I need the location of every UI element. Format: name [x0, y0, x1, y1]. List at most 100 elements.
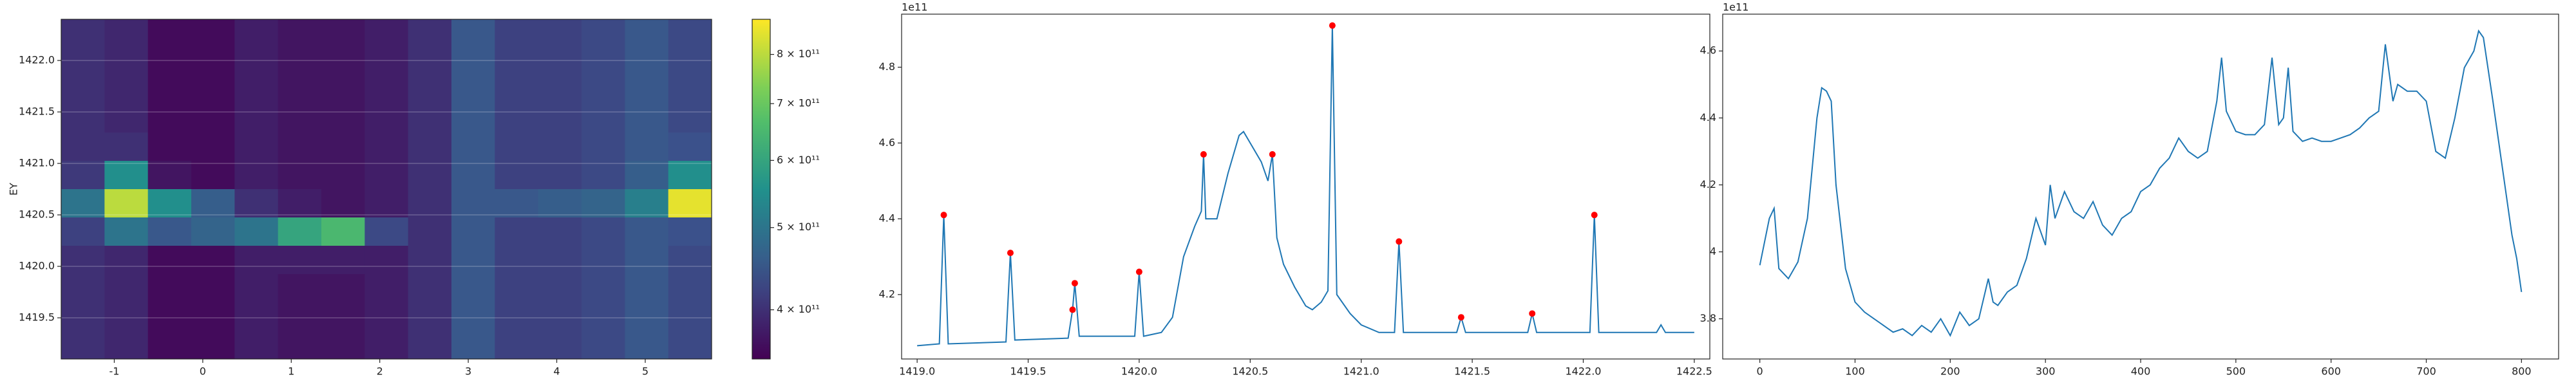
heatmap-cell: [234, 19, 279, 48]
heatmap-cell: [582, 161, 625, 190]
heatmap-cell: [234, 76, 279, 105]
heatmap-cell: [625, 104, 669, 133]
heatmap-cell: [408, 331, 452, 360]
heatmap-cell: [278, 19, 322, 48]
heatmap-cell: [582, 217, 625, 246]
heatmap-cell: [61, 246, 105, 275]
peak-marker: [1200, 151, 1207, 158]
heatmap-cell: [191, 19, 235, 48]
y-axis-label: EY: [8, 183, 20, 196]
heatmap-cell: [625, 246, 669, 275]
y-tick-label: 4.2: [879, 288, 895, 300]
heatmap-cell: [61, 133, 105, 161]
heatmap-cell: [147, 302, 192, 331]
heatmap-cell: [234, 331, 279, 360]
x-tick-label: 200: [1940, 365, 1960, 378]
heatmap-cell: [191, 246, 235, 275]
heatmap-cell: [365, 274, 409, 303]
heatmap-cell: [321, 161, 365, 190]
axis-offset-label: 1e11: [1723, 1, 1748, 14]
axis-offset-label: 1e11: [902, 1, 927, 14]
heatmap-cell: [147, 274, 192, 303]
heatmap-cell: [538, 76, 582, 105]
heatmap-cell: [495, 76, 539, 105]
colorbar-tick-label: 8 × 10¹¹: [777, 48, 820, 60]
heatmap-cell: [104, 104, 149, 133]
heatmap-cell: [451, 274, 495, 303]
x-tick-label: 1422.5: [1676, 365, 1712, 378]
heatmap-cell: [625, 331, 669, 360]
heatmap-cell: [321, 19, 365, 48]
heatmap-cell: [104, 246, 149, 275]
heatmap-cell: [61, 76, 105, 105]
heatmap-cell: [278, 217, 322, 246]
peak-marker: [1007, 250, 1014, 257]
x-tick-label: 0: [1757, 365, 1763, 378]
heatmap-cell: [495, 19, 539, 48]
heatmap-cell: [451, 331, 495, 360]
peak-marker: [1269, 151, 1276, 158]
panel: 4 × 10¹¹ 5 × 10¹¹ 6 × 10¹¹ 7 × 10¹¹ 8 × 10¹¹…: [8, 19, 820, 378]
x-tick-label: 1421.0: [1343, 365, 1379, 378]
heatmap-cell: [278, 246, 322, 275]
colorbar: [752, 19, 770, 359]
heatmap-cell: [408, 274, 452, 303]
heatmap-cell: [104, 217, 149, 246]
heatmap-cell: [625, 76, 669, 105]
heatmap-cell: [321, 189, 365, 218]
colorbar-frame: [752, 19, 771, 360]
heatmap-cell: [495, 246, 539, 275]
heatmap-cell: [668, 133, 712, 161]
y-tick-label: 4.6: [1700, 44, 1716, 57]
heatmap-cell: [104, 19, 149, 48]
heatmap-cell: [408, 246, 452, 275]
heatmap-cell: [668, 246, 712, 275]
heatmap-cell: [191, 104, 235, 133]
heatmap-cell: [104, 189, 149, 218]
heatmap-cell: [451, 76, 495, 105]
x-tick-label: 1422.0: [1565, 365, 1601, 378]
heatmap-cell: [495, 274, 539, 303]
heatmap-cell: [538, 104, 582, 133]
heatmap-cell: [668, 104, 712, 133]
heatmap-cell: [191, 217, 235, 246]
x-tick-label: 100: [1845, 365, 1865, 378]
heatmap-cell: [365, 133, 409, 161]
heatmap-cell: [365, 189, 409, 218]
heatmap-cell: [408, 19, 452, 48]
heatmap-cell: [278, 331, 322, 360]
line-series: [917, 25, 1694, 347]
heatmap-cell: [191, 133, 235, 161]
x-tick-label: 4: [553, 365, 560, 378]
heatmap-cell: [147, 161, 192, 190]
x-tick-label: 2: [377, 365, 383, 378]
heatmap-cell: [495, 48, 539, 77]
axes-frame: [901, 14, 1710, 360]
heatmap-cell: [147, 246, 192, 275]
x-tick-label: 3: [465, 365, 471, 378]
heatmap-cell: [451, 48, 495, 77]
heatmap-cell: [278, 189, 322, 218]
x-tick-label: 1419.5: [1010, 365, 1046, 378]
heatmap-cell: [234, 189, 279, 218]
heatmap-cell: [668, 48, 712, 77]
x-tick-label: 1420.0: [1121, 365, 1157, 378]
heatmap-cell: [451, 302, 495, 331]
heatmap-cell: [104, 161, 149, 190]
y-tick-label: 1420.0: [19, 260, 55, 272]
heatmap-cell: [365, 331, 409, 360]
heatmap-cell: [234, 274, 279, 303]
colorbar-tick-label: 4 × 10¹¹: [777, 303, 820, 315]
colorbar-tick-label: 7 × 10¹¹: [777, 97, 820, 109]
heatmap-cell: [61, 19, 105, 48]
heatmap-cell: [495, 133, 539, 161]
heatmap-cell: [278, 76, 322, 105]
heatmap-cell: [321, 274, 365, 303]
heatmap-cell: [495, 331, 539, 360]
heatmap-cell: [61, 189, 105, 218]
y-tick-label: 1420.5: [19, 208, 55, 221]
heatmap-cell: [408, 189, 452, 218]
heatmap-cell: [538, 274, 582, 303]
panel: 1e11 0 100 200 300 400 500 600 700 800 3.8 4 4.2 4.4 4…: [1700, 1, 2559, 378]
heatmap-cell: [365, 104, 409, 133]
